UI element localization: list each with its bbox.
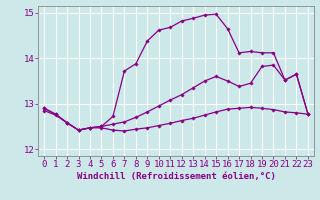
X-axis label: Windchill (Refroidissement éolien,°C): Windchill (Refroidissement éolien,°C) bbox=[76, 172, 276, 181]
